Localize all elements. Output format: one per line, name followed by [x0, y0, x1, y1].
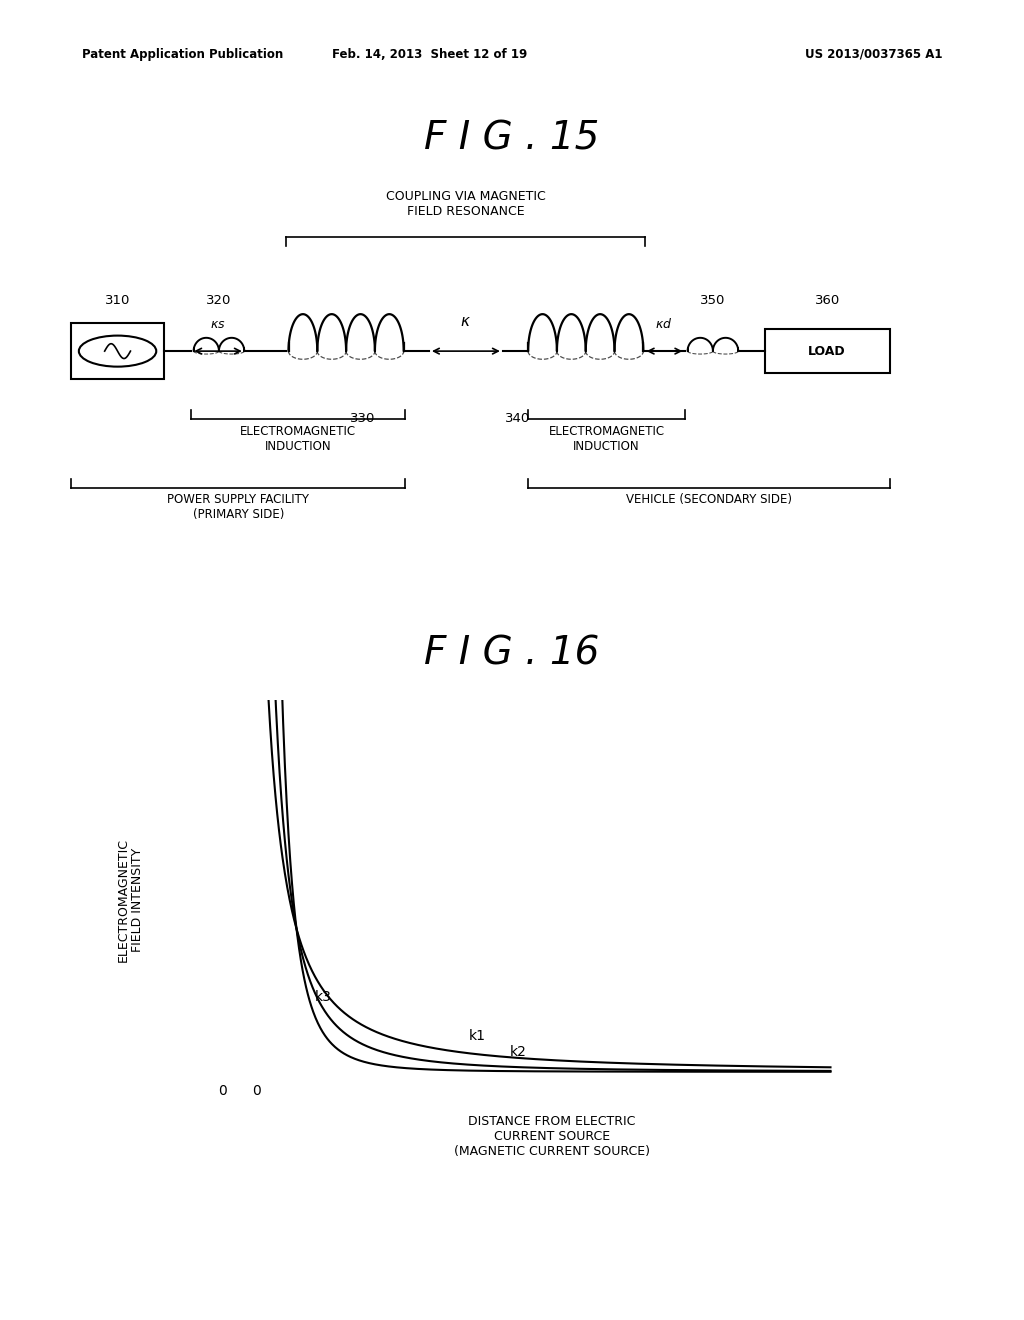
Text: US 2013/0037365 A1: US 2013/0037365 A1: [805, 48, 942, 61]
Text: 0: 0: [252, 1085, 261, 1098]
Text: k3: k3: [314, 990, 331, 1005]
Text: k1: k1: [469, 1030, 485, 1043]
Text: F I G . 16: F I G . 16: [424, 635, 600, 672]
Text: 350: 350: [700, 294, 726, 306]
Text: 310: 310: [104, 294, 130, 306]
Text: 360: 360: [815, 294, 841, 306]
Text: 0: 0: [218, 1085, 226, 1098]
Text: $\kappa$s: $\kappa$s: [210, 318, 226, 331]
Text: $\kappa$d: $\kappa$d: [655, 317, 673, 331]
Text: 340: 340: [505, 412, 529, 425]
Text: DISTANCE FROM ELECTRIC
CURRENT SOURCE
(MAGNETIC CURRENT SOURCE): DISTANCE FROM ELECTRIC CURRENT SOURCE (M…: [454, 1115, 649, 1158]
Text: F I G . 15: F I G . 15: [424, 120, 600, 157]
Text: Patent Application Publication: Patent Application Publication: [82, 48, 284, 61]
Text: $\kappa$: $\kappa$: [461, 314, 471, 329]
Text: Feb. 14, 2013  Sheet 12 of 19: Feb. 14, 2013 Sheet 12 of 19: [333, 48, 527, 61]
Text: COUPLING VIA MAGNETIC
FIELD RESONANCE: COUPLING VIA MAGNETIC FIELD RESONANCE: [386, 190, 546, 218]
Text: 320: 320: [206, 294, 231, 306]
Text: k2: k2: [510, 1044, 527, 1059]
Text: VEHICLE (SECONDARY SIDE): VEHICLE (SECONDARY SIDE): [626, 494, 792, 507]
Text: ELECTROMAGNETIC
FIELD INTENSITY: ELECTROMAGNETIC FIELD INTENSITY: [117, 838, 144, 962]
Text: 330: 330: [350, 412, 375, 425]
Text: ELECTROMAGNETIC
INDUCTION: ELECTROMAGNETIC INDUCTION: [240, 425, 356, 453]
Text: LOAD: LOAD: [808, 345, 846, 358]
Bar: [72, 323, 164, 379]
Bar: [766, 329, 890, 374]
Text: POWER SUPPLY FACILITY
(PRIMARY SIDE): POWER SUPPLY FACILITY (PRIMARY SIDE): [167, 494, 309, 521]
Text: ELECTROMAGNETIC
INDUCTION: ELECTROMAGNETIC INDUCTION: [549, 425, 665, 453]
